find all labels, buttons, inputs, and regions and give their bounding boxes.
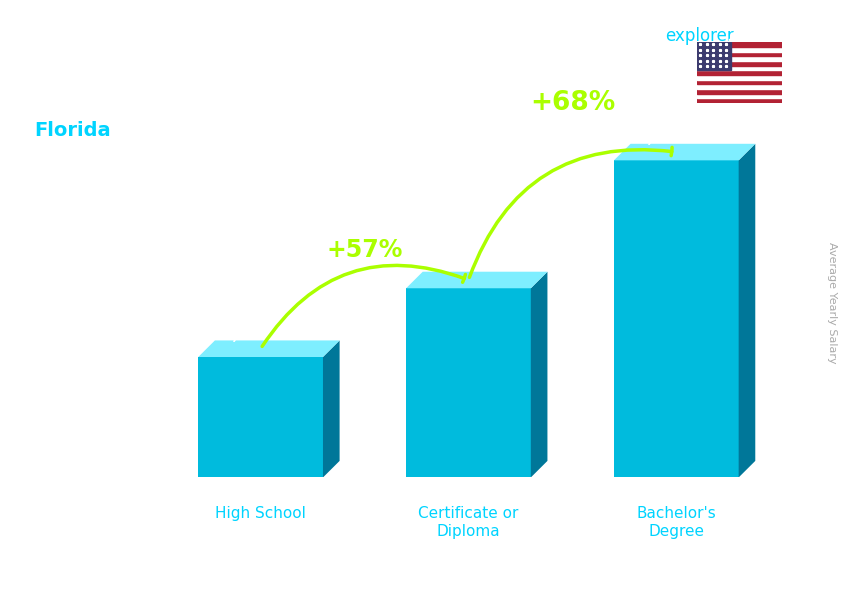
Text: Salary Comparison By Education: Salary Comparison By Education xyxy=(34,36,542,64)
Bar xyxy=(697,98,782,103)
Text: Florida: Florida xyxy=(34,121,110,140)
Text: 45,700 USD: 45,700 USD xyxy=(418,259,518,274)
Polygon shape xyxy=(614,144,756,161)
Polygon shape xyxy=(739,144,756,478)
Text: salary: salary xyxy=(612,27,669,45)
Text: 76,600 USD: 76,600 USD xyxy=(626,131,727,146)
Polygon shape xyxy=(406,288,530,478)
Bar xyxy=(697,94,782,98)
Bar xyxy=(697,61,782,65)
Polygon shape xyxy=(323,341,340,478)
Bar xyxy=(697,84,782,89)
Polygon shape xyxy=(198,341,340,357)
Bar xyxy=(697,65,782,70)
Polygon shape xyxy=(406,271,547,288)
Text: High School: High School xyxy=(215,507,306,521)
Bar xyxy=(697,42,782,47)
Text: Trade Officer: Trade Officer xyxy=(34,85,150,103)
Bar xyxy=(697,52,782,56)
Text: explorer: explorer xyxy=(666,27,734,45)
Bar xyxy=(697,47,782,52)
Bar xyxy=(697,75,782,80)
Text: +68%: +68% xyxy=(530,90,615,116)
Polygon shape xyxy=(614,161,739,478)
Bar xyxy=(697,89,782,94)
Text: Certificate or
Diploma: Certificate or Diploma xyxy=(418,507,518,539)
Polygon shape xyxy=(530,271,547,478)
Bar xyxy=(697,56,782,61)
Text: 29,100 USD: 29,100 USD xyxy=(211,327,310,342)
Text: +57%: +57% xyxy=(326,238,403,262)
Bar xyxy=(697,70,782,75)
Bar xyxy=(697,80,782,84)
Bar xyxy=(697,42,731,70)
Text: Bachelor's
Degree: Bachelor's Degree xyxy=(637,507,717,539)
Polygon shape xyxy=(198,357,323,478)
Text: .com: .com xyxy=(727,27,768,45)
Text: Average Yearly Salary: Average Yearly Salary xyxy=(827,242,837,364)
